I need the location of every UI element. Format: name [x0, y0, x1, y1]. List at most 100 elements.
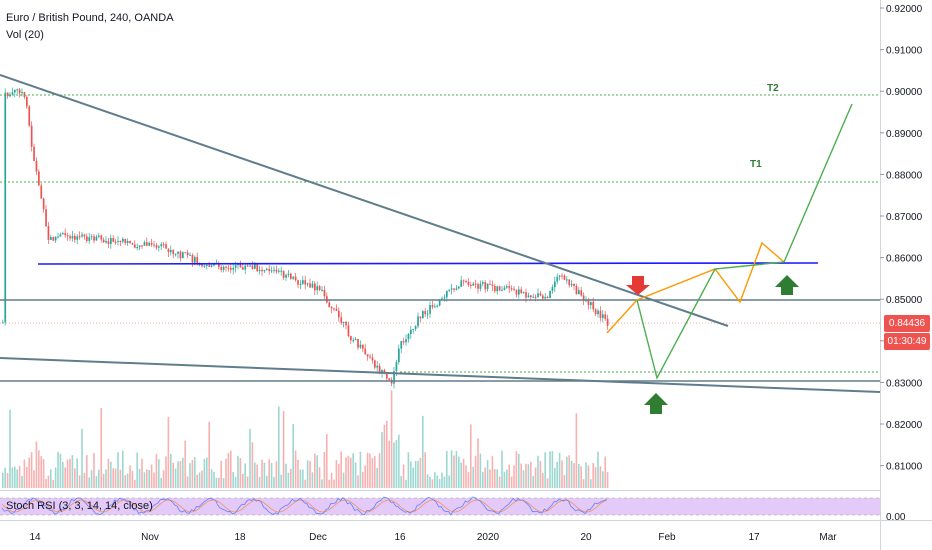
candle-body [587, 300, 590, 306]
candle-body [174, 253, 177, 255]
current-price-badge: 0.84436 [884, 315, 930, 332]
volume-bar [100, 408, 102, 488]
candle-body [16, 89, 19, 91]
candle-body [239, 264, 242, 268]
volume-bar [42, 459, 45, 488]
volume-bar [256, 464, 258, 488]
volume-bar [203, 458, 206, 488]
candle-body [436, 305, 439, 307]
candle-body [558, 275, 561, 277]
projection-green[interactable] [636, 103, 853, 380]
volume-bar [208, 421, 210, 488]
volume-bar [198, 472, 201, 488]
candle-body [66, 235, 69, 237]
volume-bar [410, 461, 412, 488]
time-axis[interactable]: 14 Nov 18 Dec 16 2020 20 Feb 17 Mar [29, 532, 837, 543]
candle-body [496, 286, 499, 292]
volume-bar [64, 467, 66, 488]
candle-body [184, 252, 187, 254]
stoch-rsi-label[interactable]: Stoch RSI (3, 3, 14, 14, close) [6, 500, 153, 512]
candle-body [64, 233, 67, 236]
candle-body [398, 348, 400, 363]
volume-bar [374, 456, 376, 488]
candle-body [114, 241, 117, 243]
candle-body [594, 309, 597, 315]
projection-paths[interactable] [606, 103, 853, 380]
volume-bar [443, 476, 446, 488]
volume-bar [146, 469, 148, 488]
candle-body [124, 238, 127, 244]
volume-bar [14, 466, 16, 488]
volume-bar [568, 455, 570, 488]
level-lines[interactable] [0, 74, 881, 393]
candle-body [33, 146, 35, 161]
volume-bar [69, 458, 71, 488]
volume-bar [400, 476, 402, 488]
volume-bar [354, 462, 357, 488]
price-axis[interactable]: 0.92000 0.91000 0.90000 0.89000 0.88000 0.870… [880, 4, 923, 473]
candle-body [477, 284, 479, 289]
candle-body [261, 269, 263, 272]
volume-bar [306, 460, 309, 488]
descending-trendline[interactable] [0, 74, 729, 327]
price-tick: 0.90000 [886, 87, 923, 98]
volume-bar [422, 415, 424, 488]
candle-body [102, 239, 105, 243]
volume-bar [486, 460, 489, 488]
volume-bar [153, 472, 155, 488]
volume-bar [510, 476, 513, 488]
volume-bar [194, 457, 196, 488]
countdown-badge: 01:30:49 [884, 333, 930, 350]
volume-indicator-label[interactable]: Vol (20) [6, 29, 44, 41]
candle-body [270, 270, 273, 272]
volume-bar [482, 472, 484, 488]
candle-body [297, 280, 299, 285]
volume-bar [417, 460, 419, 488]
candle-body [374, 360, 376, 368]
candlesticks[interactable] [2, 87, 609, 389]
volume-bar [282, 410, 285, 488]
volume-bar [465, 465, 467, 488]
resistance-line[interactable] [37, 262, 819, 265]
volume-bar [242, 473, 244, 488]
volume-bar [270, 463, 273, 488]
candle-body [484, 282, 487, 290]
volume-bar [362, 471, 364, 488]
volume-bar [57, 452, 59, 488]
volume-bar [129, 465, 131, 488]
volume-bar [316, 455, 318, 488]
volume-bar [606, 472, 609, 488]
candle-body [62, 233, 64, 235]
volume-bar [335, 459, 338, 488]
candle-body [352, 340, 355, 342]
volume-bar [50, 469, 52, 488]
volume-bar [532, 476, 534, 488]
volume-bar [266, 475, 268, 488]
candle-body [71, 235, 74, 239]
volume-bar [141, 458, 143, 488]
volume-bar [234, 477, 237, 488]
volume-bar [446, 450, 448, 488]
lower-trendline[interactable] [0, 357, 881, 393]
volume-bar [371, 458, 374, 488]
candle-body [90, 236, 93, 238]
stoch-d-line [1, 499, 607, 513]
candle-body [230, 267, 232, 270]
volume-bar [364, 465, 366, 488]
volume-bar [196, 474, 198, 488]
candle-body [513, 288, 515, 290]
volume-bar [191, 460, 194, 488]
candle-body [179, 251, 182, 259]
candle-body [438, 299, 441, 306]
candle-body [458, 286, 460, 289]
candle-body [153, 244, 155, 246]
projection-orange[interactable] [606, 241, 785, 334]
candle-body [426, 313, 429, 315]
candle-body [59, 234, 62, 237]
candle-body [170, 250, 172, 253]
candle-body [206, 264, 208, 266]
time-tick: 17 [748, 532, 760, 543]
candle-body [88, 237, 91, 241]
